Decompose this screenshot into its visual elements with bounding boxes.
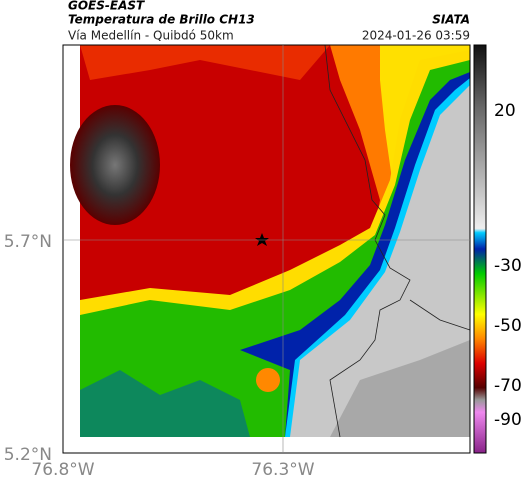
title: Temperatura de Brillo CH13: [68, 13, 255, 27]
colorbar-labels: 20 -30 -50 -70 -90: [494, 101, 522, 430]
map-frame: [62, 44, 471, 454]
satellite-image: [70, 44, 471, 438]
subtitle: Vía Medellín - Quibdó 50km: [68, 29, 234, 43]
colorbar-label: -70: [494, 376, 522, 396]
timestamp: 2024-01-26 03:59: [362, 29, 470, 43]
colorbar-label: -50: [494, 316, 522, 336]
colorbar-label: -90: [494, 410, 522, 430]
x-tick-label: 76.8°W: [31, 460, 94, 480]
source: GOES-EAST: [68, 0, 145, 13]
y-tick-label: 5.7°N: [4, 232, 52, 252]
x-tick-label: 76.3°W: [251, 460, 314, 480]
colorbar: [473, 44, 487, 454]
y-tick-label: 5.2°N: [4, 445, 52, 465]
header: GOES-EAST Temperatura de Brillo CH13 SIA…: [68, 0, 470, 27]
axis-labels: 76.8°W 76.3°W 5.7°N 5.2°N: [4, 232, 315, 480]
agency: SIATA: [432, 13, 470, 27]
colorbar-label: -30: [494, 256, 522, 276]
colorbar-label: 20: [494, 101, 516, 121]
